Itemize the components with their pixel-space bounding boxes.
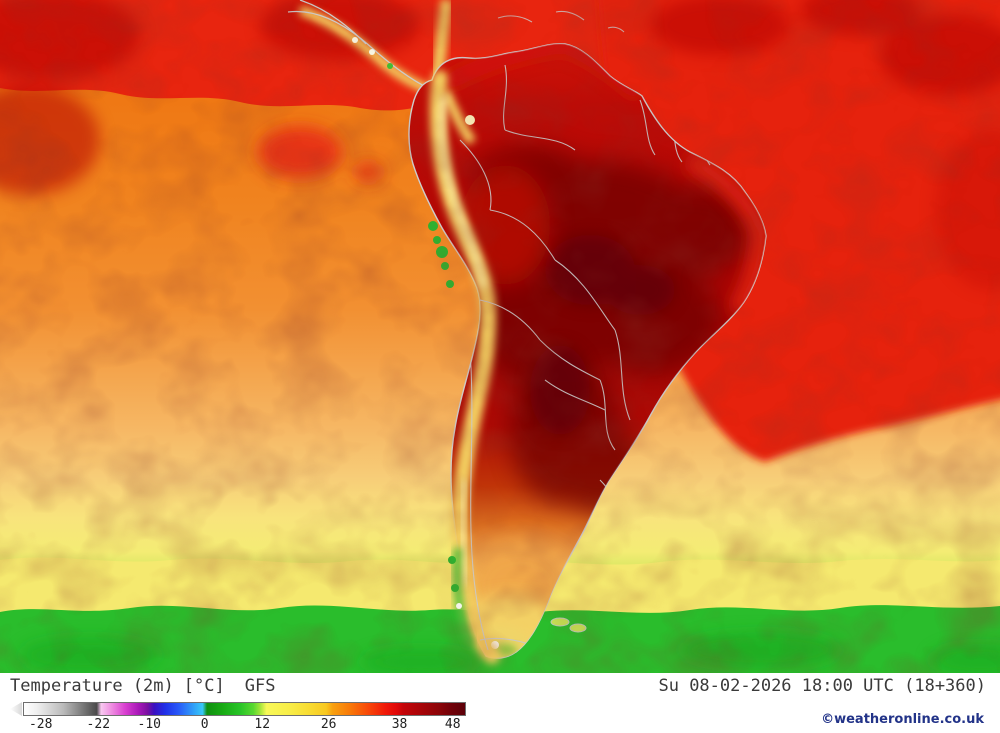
scale-tick: 48	[444, 717, 461, 732]
temperature-scale: -28 -22 -10 0 12 26 38 48	[10, 702, 466, 733]
valid-datetime-label: Su 08-02-2026 18:00 UTC (18+360)	[658, 676, 986, 696]
grain-texture-overlay	[0, 0, 1000, 673]
scale-tick: 38	[391, 717, 408, 732]
scale-gradient-bar	[23, 702, 466, 716]
scale-tick-labels: -28 -22 -10 0 12 26 38 48	[23, 716, 466, 733]
scale-tick: -10	[137, 717, 161, 732]
model-label: GFS	[244, 676, 276, 696]
scale-tick: 12	[254, 717, 271, 732]
scale-tick: -28	[28, 717, 53, 732]
footer-bar: Temperature (2m) [°C] GFS Su 08-02-2026 18…	[0, 673, 1000, 733]
scale-tick: 26	[320, 717, 337, 732]
temperature-map-canvas	[0, 0, 1000, 673]
scale-tick: -22	[86, 717, 111, 732]
product-label: Temperature (2m)	[10, 676, 174, 696]
unit-label: [°C]	[183, 676, 225, 696]
scale-tick: 0	[200, 717, 209, 732]
product-title: Temperature (2m) [°C] GFS	[10, 676, 285, 696]
copyright-link[interactable]: ©weatheronline.co.uk	[821, 712, 984, 727]
scale-left-arrow-icon	[10, 702, 22, 716]
forecast-map	[0, 0, 1000, 673]
